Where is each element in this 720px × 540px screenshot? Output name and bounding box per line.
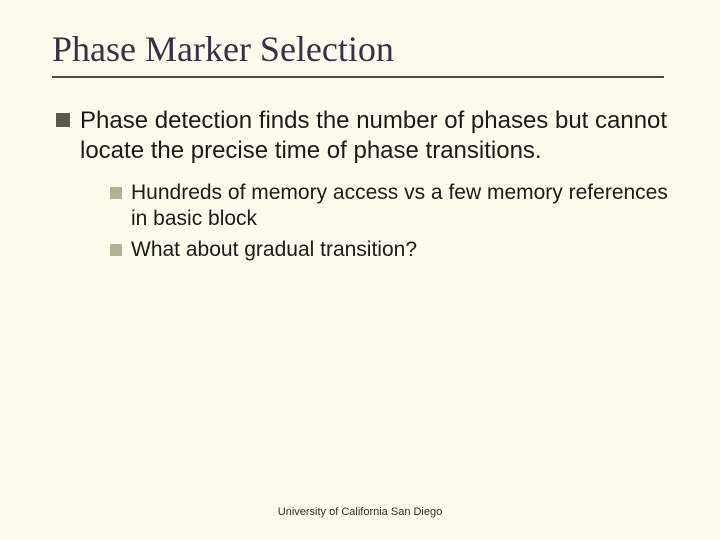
bullet-text: What about gradual transition?: [131, 237, 417, 263]
bullet-text: Hundreds of memory access vs a few memor…: [131, 180, 672, 233]
slide-footer: University of California San Diego: [0, 506, 720, 518]
bullet-level2: What about gradual transition?: [110, 237, 672, 263]
bullet-level1: Phase detection finds the number of phas…: [56, 106, 672, 166]
square-bullet-icon: [110, 187, 122, 199]
bullet-level2: Hundreds of memory access vs a few memor…: [110, 180, 672, 233]
square-bullet-icon: [56, 113, 70, 127]
square-bullet-icon: [110, 244, 122, 256]
slide-title: Phase Marker Selection: [52, 28, 672, 70]
slide: Phase Marker Selection Phase detection f…: [0, 0, 720, 540]
bullet-text: Phase detection finds the number of phas…: [80, 106, 672, 166]
title-underline: [52, 76, 664, 78]
sub-bullet-list: Hundreds of memory access vs a few memor…: [110, 180, 672, 263]
